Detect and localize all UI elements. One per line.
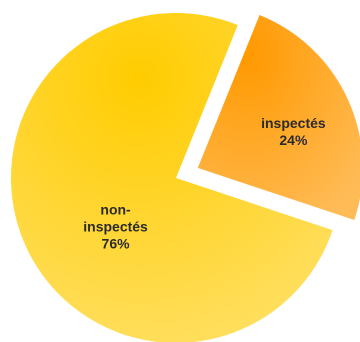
slice-label-0-line-0: inspectés (261, 115, 326, 131)
pie-slice-1 (11, 13, 333, 342)
slice-label-0: inspectés 24% (261, 115, 326, 148)
slice-label-0-line-1: 24% (279, 132, 308, 148)
slice-label-1-line-1: inspectés (83, 219, 148, 235)
pie-slice-0 (197, 14, 360, 221)
slice-label-1-line-2: 76% (102, 236, 131, 252)
slice-label-1: non-inspectés 76% (83, 202, 148, 252)
slice-label-1-line-0: non- (100, 202, 131, 218)
